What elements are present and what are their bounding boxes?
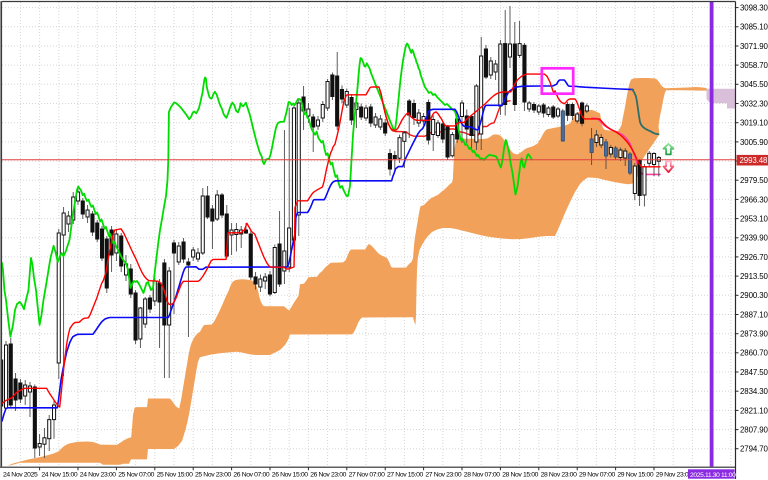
- svg-text:3045.50: 3045.50: [740, 80, 768, 89]
- svg-text:2979.50: 2979.50: [740, 176, 768, 185]
- svg-text:27 Nov 23:00: 27 Nov 23:00: [425, 471, 461, 478]
- svg-text:27 Nov 15:00: 27 Nov 15:00: [387, 471, 423, 478]
- svg-text:29 Nov 15:00: 29 Nov 15:00: [617, 471, 653, 478]
- svg-text:3085.10: 3085.10: [740, 23, 768, 32]
- svg-text:2794.70: 2794.70: [740, 445, 768, 454]
- svg-text:28 Nov 07:00: 28 Nov 07:00: [464, 471, 500, 478]
- svg-text:2939.90: 2939.90: [740, 234, 768, 243]
- svg-text:2025.11.30 11:00: 2025.11.30 11:00: [690, 472, 736, 479]
- svg-text:24 Nov 15:00: 24 Nov 15:00: [41, 471, 77, 478]
- svg-text:26 Nov 23:00: 26 Nov 23:00: [310, 471, 346, 478]
- svg-text:2821.10: 2821.10: [740, 406, 768, 415]
- svg-text:27 Nov 07:00: 27 Nov 07:00: [349, 471, 385, 478]
- svg-text:25 Nov 15:00: 25 Nov 15:00: [157, 471, 193, 478]
- svg-text:2966.30: 2966.30: [740, 195, 768, 204]
- svg-text:3071.90: 3071.90: [740, 42, 768, 51]
- svg-text:29 Nov 23:00: 29 Nov 23:00: [656, 471, 692, 478]
- svg-text:2847.50: 2847.50: [740, 368, 768, 377]
- svg-text:2860.70: 2860.70: [740, 349, 768, 358]
- svg-text:2807.90: 2807.90: [740, 426, 768, 435]
- svg-text:25 Nov 07:00: 25 Nov 07:00: [118, 471, 154, 478]
- svg-text:2873.90: 2873.90: [740, 330, 768, 339]
- svg-text:3019.10: 3019.10: [740, 119, 768, 128]
- svg-text:24 Nov 2025: 24 Nov 2025: [3, 471, 38, 478]
- svg-text:2993.48: 2993.48: [740, 156, 768, 165]
- svg-text:24 Nov 23:00: 24 Nov 23:00: [80, 471, 116, 478]
- svg-text:2900.30: 2900.30: [740, 291, 768, 300]
- svg-text:3032.30: 3032.30: [740, 99, 768, 108]
- svg-text:29 Nov 07:00: 29 Nov 07:00: [579, 471, 615, 478]
- svg-text:2953.10: 2953.10: [740, 215, 768, 224]
- svg-text:3058.70: 3058.70: [740, 61, 768, 70]
- svg-text:3005.90: 3005.90: [740, 138, 768, 147]
- svg-text:2887.10: 2887.10: [740, 310, 768, 319]
- svg-text:2926.70: 2926.70: [740, 253, 768, 262]
- svg-text:2834.30: 2834.30: [740, 387, 768, 396]
- svg-text:28 Nov 15:00: 28 Nov 15:00: [502, 471, 538, 478]
- svg-text:28 Nov 23:00: 28 Nov 23:00: [541, 471, 577, 478]
- svg-text:26 Nov 15:00: 26 Nov 15:00: [272, 471, 308, 478]
- svg-text:2913.50: 2913.50: [740, 272, 768, 281]
- svg-text:26 Nov 07:00: 26 Nov 07:00: [233, 471, 269, 478]
- svg-text:3098.30: 3098.30: [740, 4, 768, 13]
- svg-text:25 Nov 23:00: 25 Nov 23:00: [195, 471, 231, 478]
